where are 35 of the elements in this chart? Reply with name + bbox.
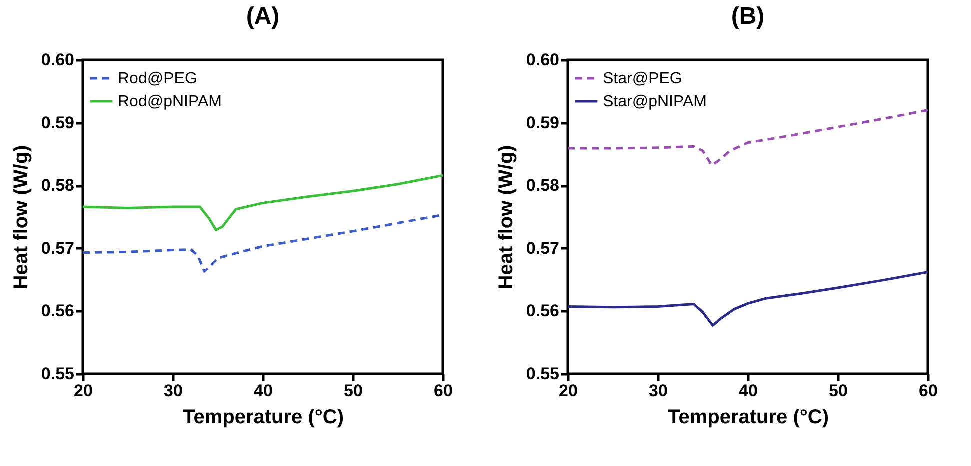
y-tick-label: 0.57 — [526, 238, 560, 258]
y-tick-label: 0.56 — [41, 302, 74, 321]
x-tick-label: 60 — [434, 382, 453, 400]
y-tick-label: 0.56 — [526, 302, 560, 321]
y-tick-label: 0.58 — [41, 176, 74, 196]
y-axis-title: Heat flow (W/g) — [10, 145, 32, 290]
x-tick-label: 30 — [649, 382, 668, 400]
line-series — [568, 108, 928, 167]
y-tick-label: 0.58 — [526, 176, 560, 196]
legend-label: Rod@PEG — [118, 70, 198, 88]
x-tick-label: 50 — [344, 382, 363, 400]
x-axis-title: Temperature (°C) — [183, 406, 344, 428]
y-tick-label: 0.55 — [526, 364, 560, 384]
y-tick-label: 0.60 — [41, 50, 74, 70]
x-tick-label: 60 — [919, 382, 938, 400]
y-tick-label: 0.59 — [41, 113, 74, 132]
y-axis-title: Heat flow (W/g) — [495, 145, 518, 290]
legend-label: Star@pNIPAM — [603, 94, 707, 110]
x-axis-title: Temperature (°C) — [668, 406, 829, 428]
y-tick-label: 0.60 — [526, 50, 560, 70]
x-tick-label: 20 — [559, 382, 578, 400]
y-tick-label: 0.57 — [41, 238, 74, 258]
line-series — [568, 271, 928, 327]
x-tick-label: 50 — [829, 382, 848, 400]
legend-label: Rod@pNIPAM — [118, 94, 222, 110]
x-tick-label: 40 — [254, 382, 273, 400]
y-tick-label: 0.59 — [526, 113, 560, 132]
x-tick-label: 20 — [74, 382, 93, 400]
y-tick-label: 0.55 — [41, 364, 74, 384]
line-series — [83, 174, 443, 232]
chart-title: (A) — [246, 3, 280, 30]
legend-label: Star@PEG — [603, 70, 682, 88]
chart-title: (B) — [731, 3, 765, 30]
x-tick-label: 40 — [739, 382, 758, 400]
x-tick-label: 30 — [164, 382, 183, 400]
